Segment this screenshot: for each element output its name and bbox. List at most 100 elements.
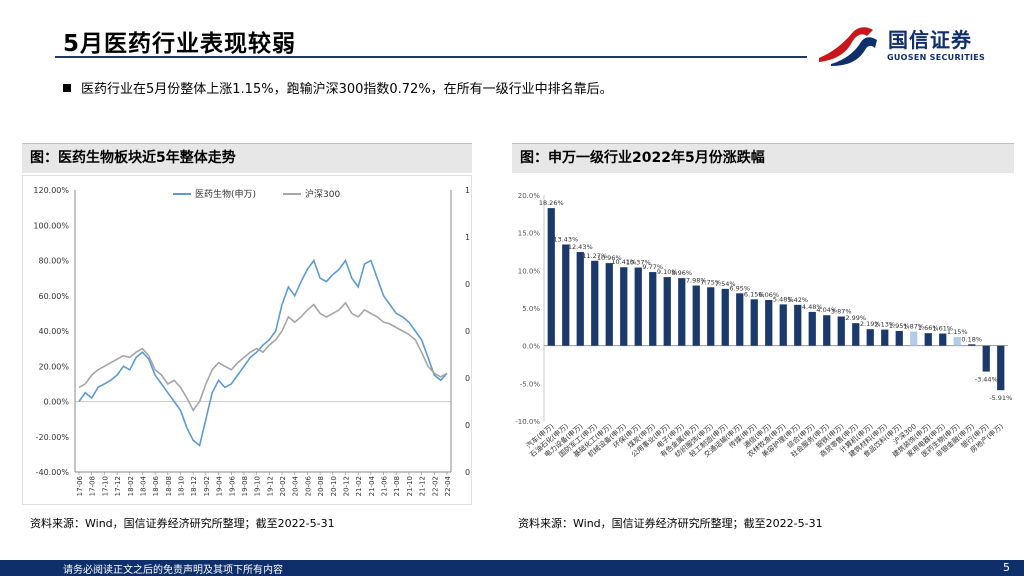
x-tick-label: 20-08 xyxy=(317,476,325,496)
y-left-tick-label: 0.00% xyxy=(44,398,70,407)
bar-6 xyxy=(634,267,642,346)
slide-title: 5月医药行业表现较弱 xyxy=(63,31,297,57)
data-label: 2.19% xyxy=(860,320,881,328)
y-right-tick-label: 1 xyxy=(465,233,470,242)
bar-20 xyxy=(837,316,845,346)
x-tick-label: 19-06 xyxy=(228,475,236,496)
left-panel-heading: 图：医药生物板块近5年整体走势 xyxy=(22,143,472,173)
bar-15 xyxy=(765,300,773,346)
data-label: 3.87% xyxy=(831,308,852,316)
bar-21 xyxy=(852,323,860,346)
bar-17 xyxy=(794,304,802,346)
x-tick-label: 18-12 xyxy=(190,476,198,496)
x-tick-label: 17-10 xyxy=(101,476,109,496)
data-label: 5.48% xyxy=(773,295,794,303)
bar-30 xyxy=(982,345,990,372)
data-label: -3.44% xyxy=(975,376,998,384)
y-tick-label: 20.0% xyxy=(518,192,541,200)
y-tick-label: 0.0% xyxy=(522,343,540,351)
data-label: 18.26% xyxy=(539,199,564,207)
series-line-hs300 xyxy=(78,301,448,412)
bar-0 xyxy=(547,208,555,346)
y-tick-label: -5.0% xyxy=(520,380,541,388)
data-label: 0.18% xyxy=(961,335,982,343)
data-label: 4.48% xyxy=(802,303,823,311)
x-tick-label: 19-02 xyxy=(203,476,211,496)
y-right-tick-label: 1.2 xyxy=(465,186,471,195)
x-tick-label: 17-08 xyxy=(89,476,97,496)
company-logo: 国信证券 GUOSEN SECURITIES xyxy=(815,22,985,68)
x-tick-label: 21-04 xyxy=(368,475,376,496)
x-tick-label: 18-04 xyxy=(139,475,147,496)
summary-bullet: 医药行业在5月份整体上涨1.15%，跑输沪深300指数0.72%，在所有一级行业… xyxy=(63,78,613,97)
page-number: 5 xyxy=(1003,561,1010,574)
x-tick-label: 21-12 xyxy=(419,476,427,496)
bar-7 xyxy=(649,272,657,346)
data-label: 6.06% xyxy=(758,291,779,299)
x-tick-label: 19-08 xyxy=(241,476,249,496)
x-tick-label: 22-02 xyxy=(431,476,439,496)
bar-10 xyxy=(692,285,700,346)
data-label: 10.37% xyxy=(626,259,651,267)
y-left-tick-label: 40.00% xyxy=(38,327,69,336)
y-tick-label: 5.0% xyxy=(522,305,540,313)
y-left-tick-label: -40.00% xyxy=(36,468,70,477)
bar-13 xyxy=(736,293,744,346)
bar-31 xyxy=(997,345,1005,391)
series-line-pharma xyxy=(78,258,448,448)
legend-label: 医药生物(申万) xyxy=(195,188,256,200)
data-label: 9.10% xyxy=(657,268,678,276)
bar-2 xyxy=(576,252,584,346)
data-label: 12.43% xyxy=(568,243,593,251)
bar-9 xyxy=(678,278,686,346)
x-tick-label: 20-12 xyxy=(342,476,350,496)
pharma-trend-chart: 120.00% 100.00% 80.00% 60.00% 40.00% 20.00% 0.… xyxy=(22,175,478,505)
bar-11 xyxy=(707,287,715,346)
data-label: 10.96% xyxy=(597,254,622,262)
bar-24 xyxy=(895,330,903,346)
data-label: 1.87% xyxy=(903,323,924,331)
data-label: 1.61% xyxy=(932,325,953,333)
data-label: 6.15% xyxy=(744,290,765,298)
x-tick-label: 20-06 xyxy=(304,475,312,496)
logo-mark-icon xyxy=(819,27,877,66)
bar-29 xyxy=(968,344,976,346)
y-left-tick-label: 60.00% xyxy=(38,292,69,301)
bar-26 xyxy=(924,333,932,346)
data-label: 5.42% xyxy=(787,296,808,304)
data-label: 7.75% xyxy=(700,278,721,286)
bar-5 xyxy=(620,267,628,346)
title-divider xyxy=(55,56,807,58)
x-tick-label: 18-06 xyxy=(152,475,160,496)
y-left-tick-label: 120.00% xyxy=(33,186,69,195)
x-tick-label: 17-06 xyxy=(76,475,84,496)
y-right-tick-label: 0 xyxy=(465,468,470,477)
data-label: 1.95% xyxy=(889,322,910,330)
y-tick-label: 15.0% xyxy=(518,230,541,238)
x-tick-label: 19-12 xyxy=(266,476,274,496)
y-left-tick-label: 80.00% xyxy=(38,257,69,266)
bar-3 xyxy=(591,260,599,346)
right-panel-heading: 图：申万一级行业2022年5月份涨跌幅 xyxy=(512,143,1014,173)
x-tick-label: 21-10 xyxy=(406,476,414,496)
data-label: 2.13% xyxy=(874,321,895,329)
x-tick-label: 21-02 xyxy=(355,476,363,496)
logo-name-en: GUOSEN SECURITIES xyxy=(887,53,986,62)
data-label: 11.27% xyxy=(582,252,607,260)
x-tick-label: 20-10 xyxy=(330,476,338,496)
x-tick-label: 21-08 xyxy=(393,476,401,496)
data-label: -5.91% xyxy=(989,394,1012,402)
left-source-note: 资料来源：Wind，国信证券经济研究所整理；截至2022-5-31 xyxy=(30,517,335,530)
x-tick-label: 18-08 xyxy=(165,476,173,496)
data-label: 7.98% xyxy=(686,277,707,285)
bar-1 xyxy=(562,244,570,346)
bar-8 xyxy=(663,277,671,346)
x-tick-label: 21-06 xyxy=(381,475,389,496)
bar-28 xyxy=(953,337,961,346)
bar-27 xyxy=(939,333,947,346)
x-tick-label: 17-12 xyxy=(114,476,122,496)
bar-12 xyxy=(721,288,729,346)
bar-25 xyxy=(910,331,918,346)
x-tick-label: 20-04 xyxy=(292,475,300,496)
data-label: 7.54% xyxy=(715,280,736,288)
